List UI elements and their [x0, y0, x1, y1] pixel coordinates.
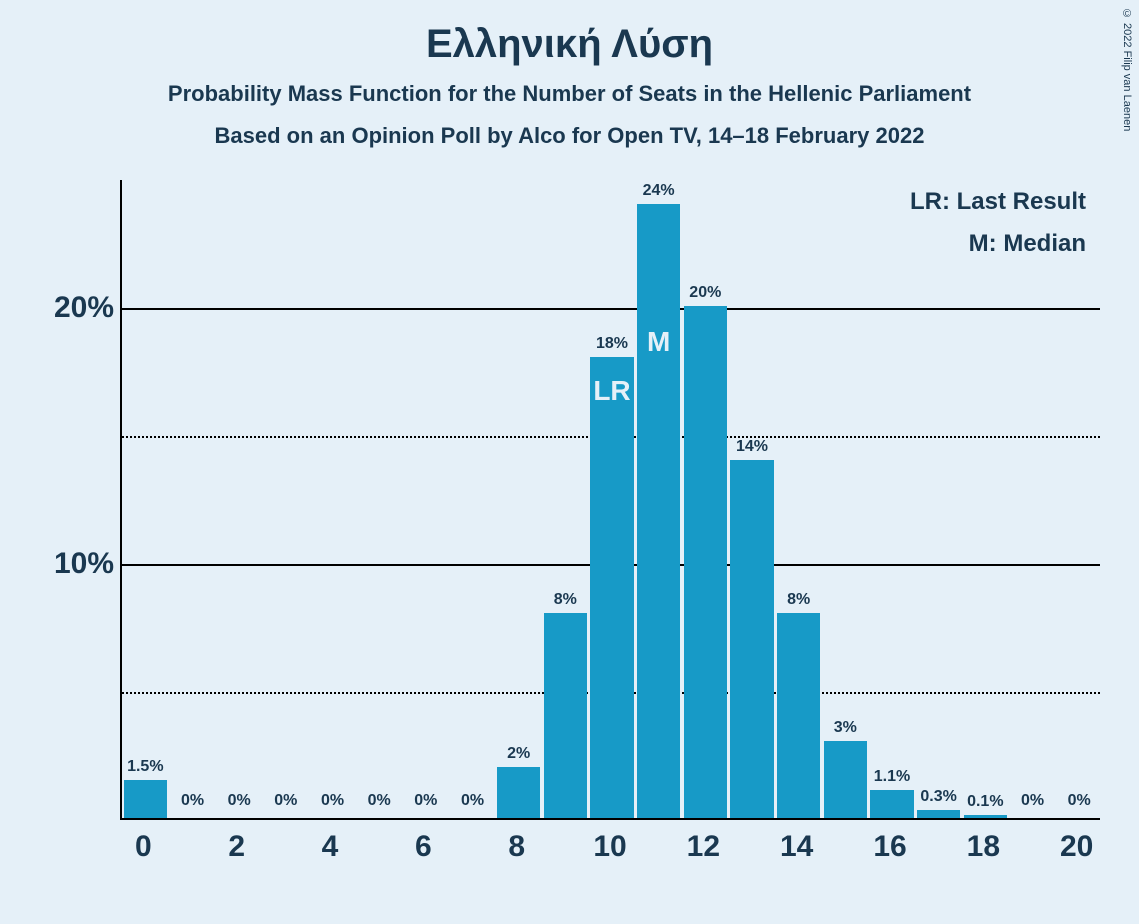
bar-10: 18%LR — [590, 357, 633, 818]
bar-label-15: 3% — [834, 719, 857, 737]
bar-label-8: 2% — [507, 745, 530, 763]
bar-annotation-m: M — [647, 326, 670, 358]
bar-15: 3% — [824, 741, 867, 818]
bar-label-4: 0% — [321, 792, 344, 810]
chart-title: Ελληνική Λύση — [0, 0, 1139, 67]
bar-9: 8% — [544, 613, 587, 818]
bar-label-11: 24% — [643, 182, 675, 200]
x-axis-label: 14 — [780, 830, 813, 864]
bar-label-9: 8% — [554, 591, 577, 609]
x-axis-label: 2 — [228, 830, 245, 864]
bar-0: 1.5% — [124, 780, 167, 818]
chart-container: LR: Last Result M: Median 1.5% 0% 0% 0% 0% 0%… — [30, 180, 1120, 900]
x-axis-label: 6 — [415, 830, 432, 864]
bar-label-16: 1.1% — [874, 768, 910, 786]
grid-line — [122, 308, 1100, 310]
chart-subtitle-1: Probability Mass Function for the Number… — [0, 81, 1139, 107]
legend-lr: LR: Last Result — [910, 188, 1086, 216]
bar-label-19: 0% — [1021, 792, 1044, 810]
bar-16: 1.1% — [870, 790, 913, 818]
bar-18: 0.1% — [964, 815, 1007, 818]
copyright-text: © 2022 Filip van Laenen — [1121, 8, 1133, 131]
x-axis-label: 16 — [873, 830, 906, 864]
bar-label-6: 0% — [414, 792, 437, 810]
bar-label-3: 0% — [274, 792, 297, 810]
bar-label-1: 0% — [181, 792, 204, 810]
bar-label-10: 18% — [596, 335, 628, 353]
bar-12: 20% — [684, 306, 727, 818]
bar-annotation-lr: LR — [593, 375, 630, 407]
x-axis-label: 12 — [687, 830, 720, 864]
bar-label-7: 0% — [461, 792, 484, 810]
x-axis-label: 18 — [967, 830, 1000, 864]
legend: LR: Last Result M: Median — [910, 188, 1086, 272]
y-axis-label: 10% — [54, 547, 114, 581]
bar-label-14: 8% — [787, 591, 810, 609]
bar-label-2: 0% — [228, 792, 251, 810]
bar-label-5: 0% — [368, 792, 391, 810]
plot-area: LR: Last Result M: Median 1.5% 0% 0% 0% 0% 0%… — [120, 180, 1100, 820]
bar-17: 0.3% — [917, 810, 960, 818]
x-axis-label: 0 — [135, 830, 152, 864]
bar-13: 14% — [730, 460, 773, 818]
y-axis-label: 20% — [54, 291, 114, 325]
x-axis-label: 4 — [322, 830, 339, 864]
bar-label-12: 20% — [689, 284, 721, 302]
bar-8: 2% — [497, 767, 540, 818]
legend-m: M: Median — [910, 230, 1086, 258]
bar-11: 24%M — [637, 204, 680, 818]
x-axis-label: 8 — [508, 830, 525, 864]
x-axis-label: 20 — [1060, 830, 1093, 864]
x-axis-label: 10 — [593, 830, 626, 864]
bar-label-17: 0.3% — [920, 788, 956, 806]
bar-label-20: 0% — [1068, 792, 1091, 810]
bar-label-13: 14% — [736, 438, 768, 456]
bar-label-18: 0.1% — [967, 793, 1003, 811]
chart-subtitle-2: Based on an Opinion Poll by Alco for Ope… — [0, 123, 1139, 149]
bar-14: 8% — [777, 613, 820, 818]
bar-label-0: 1.5% — [127, 758, 163, 776]
